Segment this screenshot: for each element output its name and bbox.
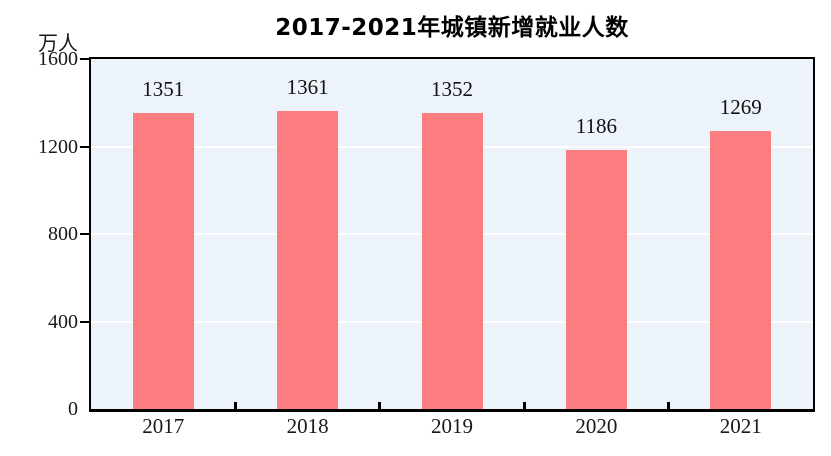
y-tick-mark-400 — [80, 320, 91, 323]
x-boundary-tick-2 — [378, 402, 382, 409]
y-tick-mark-1600 — [80, 58, 91, 60]
x-boundary-tick-4 — [667, 402, 671, 409]
chart-title: 2017-2021年城镇新增就业人数 — [275, 15, 629, 41]
y-tick-label-1200: 1200 — [38, 135, 78, 158]
y-tick-label-1600: 1600 — [38, 48, 78, 70]
bar-value-label-2018: 1361 — [286, 75, 329, 100]
bar-2018 — [277, 111, 339, 409]
x-boundary-tick-3 — [522, 402, 526, 409]
y-axis-unit-label: 万人 — [38, 33, 78, 55]
x-boundary-tick-1 — [233, 402, 237, 409]
bar-2021 — [710, 131, 772, 409]
y-tick-label-800: 800 — [48, 223, 78, 245]
y-tick-mark-800 — [80, 233, 91, 235]
y-tick-mark-1200 — [80, 145, 91, 148]
bar-value-label-2020: 1186 — [575, 113, 617, 138]
x-axis-label-2018: 2018 — [286, 414, 329, 438]
y-tick-label-0: 0 — [68, 398, 78, 420]
x-axis-label-2021: 2021 — [719, 414, 762, 438]
bar-2020 — [565, 149, 627, 409]
y-tick-label-400: 400 — [48, 310, 78, 333]
x-axis-label-2017: 2017 — [142, 414, 185, 438]
bar-value-label-2019: 1352 — [431, 77, 473, 102]
x-axis-label-2020: 2020 — [575, 414, 618, 438]
x-axis-label-2019: 2019 — [431, 414, 473, 438]
bar-value-label-2017: 1351 — [142, 77, 185, 102]
bar-2017 — [132, 113, 194, 409]
bar-2019 — [421, 113, 483, 409]
bar-value-label-2021: 1269 — [719, 95, 762, 120]
